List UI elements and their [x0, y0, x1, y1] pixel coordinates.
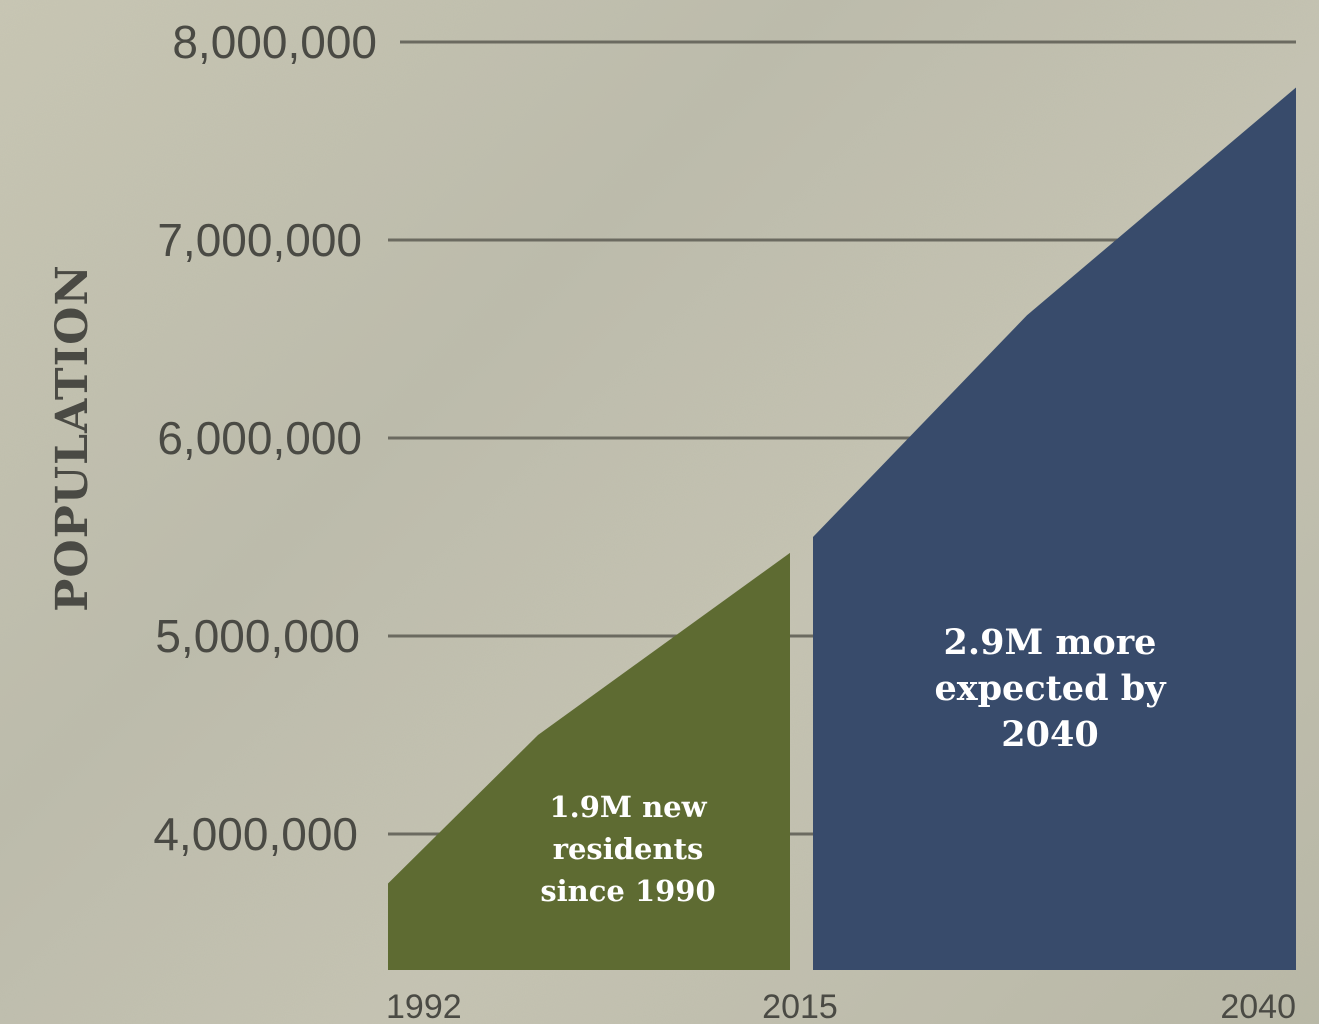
y-tick-label: 7,000,000: [157, 214, 362, 266]
x-tick-label: 2040: [1220, 988, 1296, 1024]
annotation-label: 2040: [1001, 714, 1098, 755]
annotations: 1.9M new residents since 1990 2.9M more expe…: [540, 622, 1167, 908]
y-tick-label: 8,000,000: [172, 16, 377, 68]
y-tick-label: 5,000,000: [155, 610, 360, 662]
area-series: [388, 87, 1296, 971]
area-fill: [813, 87, 1296, 971]
annotation-label: since 1990: [540, 874, 715, 908]
annotation-label: residents: [553, 832, 704, 866]
y-tick-labels: 8,000,000 7,000,000 6,000,000 5,000,000 4,00…: [153, 16, 377, 860]
y-axis-label: POPULATION: [47, 264, 98, 611]
annotation-label: 2.9M more: [944, 622, 1157, 663]
x-tick-label: 2015: [762, 988, 838, 1024]
x-tick-label: 1992: [386, 988, 462, 1024]
y-tick-label: 6,000,000: [157, 412, 362, 464]
area-fill: [388, 552, 790, 970]
x-tick-labels: 1992 2015 2040: [386, 988, 1296, 1024]
annotation-label: 1.9M new: [549, 790, 707, 824]
y-tick-label: 4,000,000: [153, 808, 358, 860]
annotation-label: expected by: [934, 668, 1167, 709]
